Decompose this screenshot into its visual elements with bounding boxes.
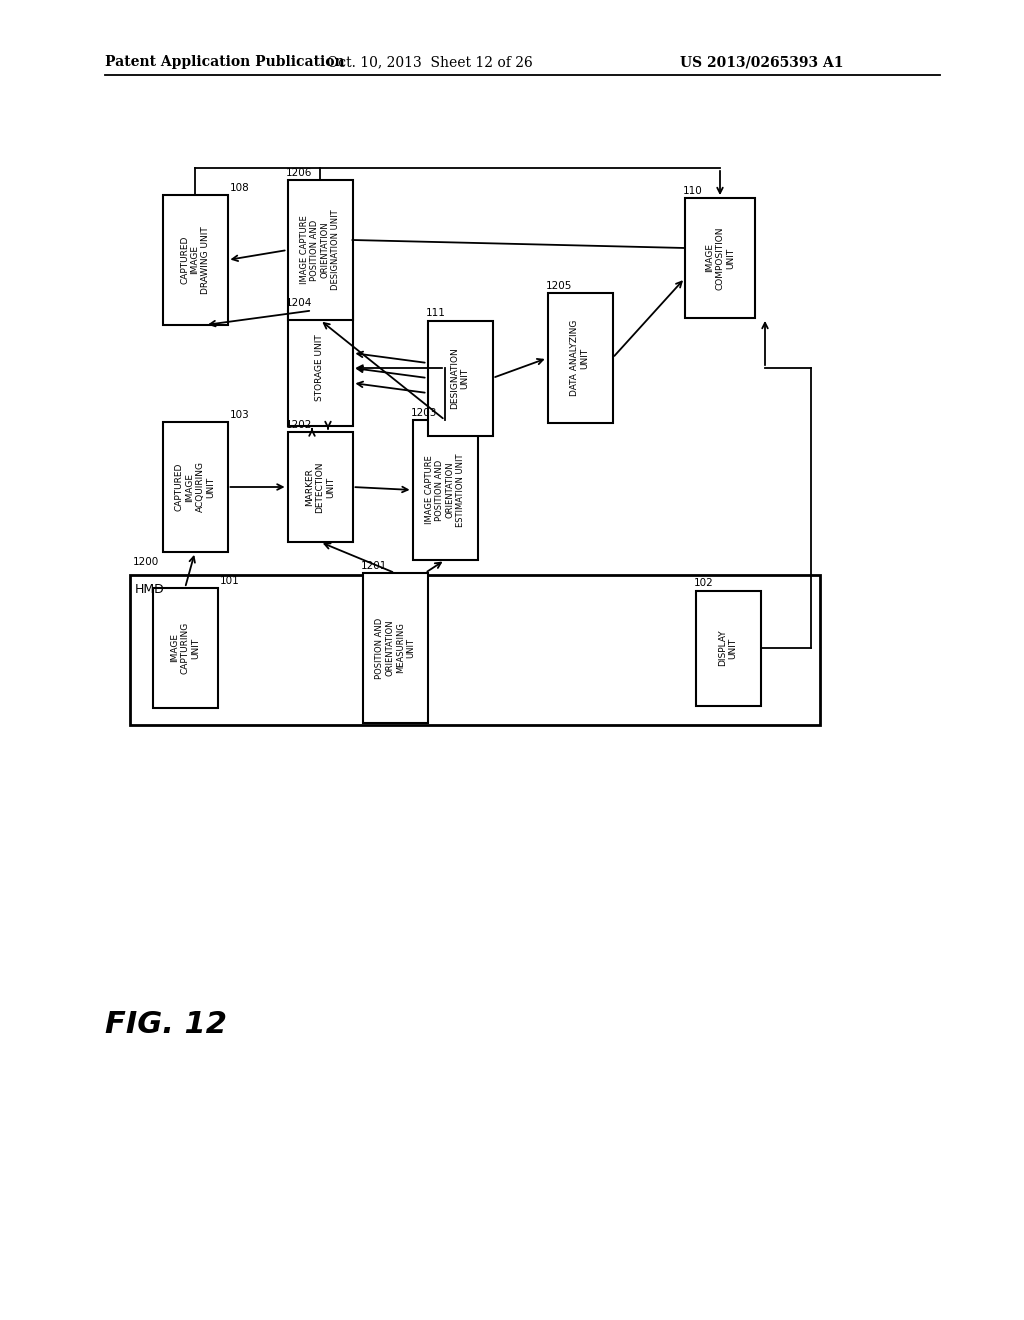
Text: DATA ANALYZING
UNIT: DATA ANALYZING UNIT [570,319,590,396]
Text: 103: 103 [229,411,249,420]
Text: 1201: 1201 [360,561,387,572]
Text: CAPTURED
IMAGE
ACQUIRING
UNIT: CAPTURED IMAGE ACQUIRING UNIT [175,462,215,512]
Text: IMAGE
CAPTURING
UNIT: IMAGE CAPTURING UNIT [170,622,200,675]
Bar [163,195,227,325]
Bar [163,422,227,552]
Text: IMAGE
COMPOSITION
UNIT: IMAGE COMPOSITION UNIT [706,226,735,290]
Text: Patent Application Publication: Patent Application Publication [105,55,345,69]
Bar [288,432,352,543]
Text: CAPTURED
IMAGE
DRAWING UNIT: CAPTURED IMAGE DRAWING UNIT [180,226,210,294]
Text: POSITION AND
ORIENTATION
MEASURING
UNIT: POSITION AND ORIENTATION MEASURING UNIT [375,618,415,678]
Text: FIG. 12: FIG. 12 [105,1010,227,1039]
Text: 111: 111 [426,309,445,318]
Bar [413,420,477,560]
Text: US 2013/0265393 A1: US 2013/0265393 A1 [680,55,844,69]
Text: 1200: 1200 [132,557,159,568]
Text: 1203: 1203 [411,408,437,418]
Text: 108: 108 [229,183,249,193]
Text: MARKER
DETECTION
UNIT: MARKER DETECTION UNIT [305,461,335,512]
Bar [685,198,755,318]
Text: 102: 102 [693,578,714,589]
Bar [153,587,217,708]
Text: 1206: 1206 [286,168,312,178]
Bar [548,293,612,422]
Text: 1205: 1205 [546,281,571,290]
Text: STORAGE UNIT: STORAGE UNIT [315,335,325,401]
Bar [427,321,493,436]
Bar [695,590,761,705]
Text: 101: 101 [219,576,240,586]
Text: IMAGE CAPTURE
POSITION AND
ORIENTATION
ESTIMATION UNIT: IMAGE CAPTURE POSITION AND ORIENTATION E… [425,453,465,527]
Bar [288,180,352,319]
Text: DESIGNATION
UNIT: DESIGNATION UNIT [451,347,470,409]
Bar [130,576,820,725]
Text: HMD: HMD [135,583,165,597]
Text: 1202: 1202 [286,420,312,430]
Bar [362,573,427,723]
Text: DISPLAY
UNIT: DISPLAY UNIT [718,630,737,667]
Text: 110: 110 [683,186,702,195]
Bar [288,310,352,425]
Text: 1204: 1204 [286,298,312,309]
Text: IMAGE CAPTURE
POSITION AND
ORIENTATION
DESIGNATION UNIT: IMAGE CAPTURE POSITION AND ORIENTATION D… [300,210,340,290]
Text: Oct. 10, 2013  Sheet 12 of 26: Oct. 10, 2013 Sheet 12 of 26 [327,55,532,69]
